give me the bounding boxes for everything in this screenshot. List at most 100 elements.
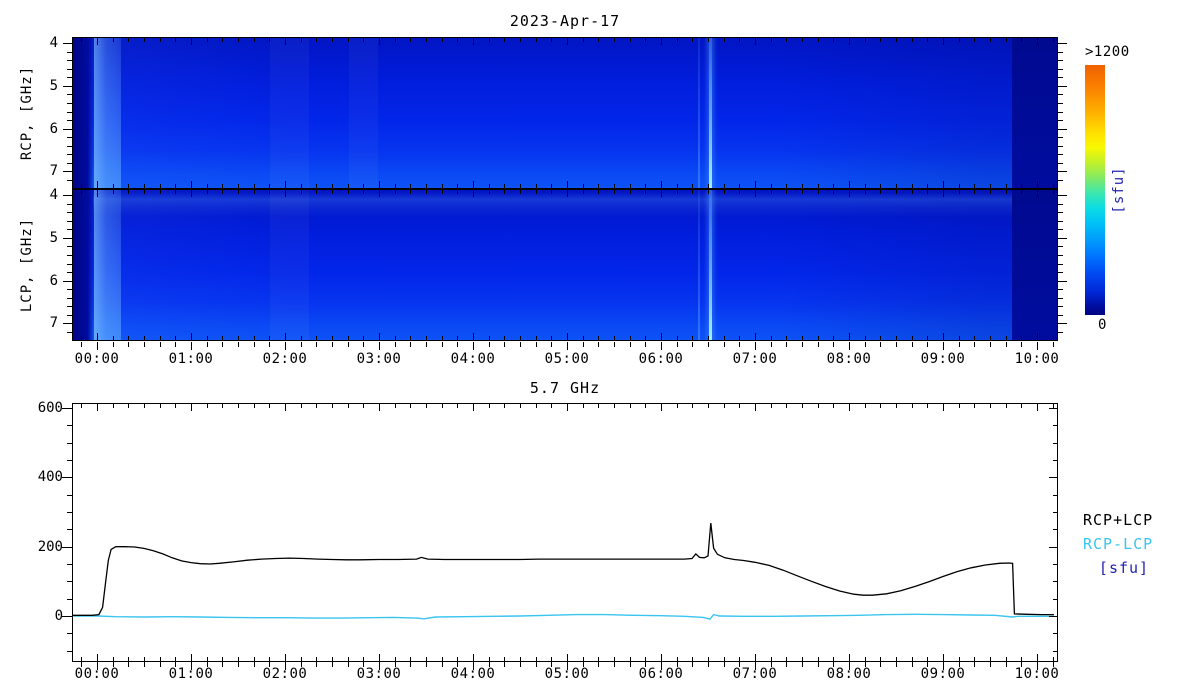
axis-tick — [520, 342, 521, 347]
axis-tick — [175, 38, 177, 42]
x-tick-label: 09:00 — [920, 666, 966, 682]
axis-tick — [67, 306, 72, 308]
axis-tick — [97, 333, 98, 340]
axis-tick — [238, 657, 239, 661]
axis-tick — [1058, 246, 1063, 248]
axis-tick — [880, 190, 882, 194]
axis-tick — [676, 342, 678, 347]
axis-tick — [1058, 77, 1063, 79]
axis-tick — [770, 342, 772, 347]
faint-band — [92, 190, 1012, 217]
axis-tick — [567, 662, 568, 670]
axis-tick — [770, 404, 772, 408]
axis-tick — [739, 657, 741, 661]
x-tick-label: 05:00 — [544, 666, 590, 682]
axis-tick — [504, 184, 506, 188]
axis-tick — [896, 657, 897, 661]
axis-tick — [316, 336, 318, 340]
axis-tick — [598, 342, 600, 347]
axis-tick — [833, 184, 835, 188]
axis-tick — [582, 38, 584, 42]
axis-tick — [394, 404, 396, 408]
axis-tick — [62, 546, 72, 548]
axis-tick — [1049, 616, 1057, 617]
axis-tick — [567, 333, 568, 340]
axis-tick — [943, 662, 944, 670]
axis-tick — [896, 38, 897, 42]
axis-tick — [802, 184, 803, 188]
axis-tick — [849, 662, 850, 670]
axis-tick — [723, 404, 725, 408]
axis-tick — [332, 342, 333, 347]
spectrogram-rcp — [72, 37, 1058, 189]
axis-tick — [426, 342, 427, 347]
axis-tick — [473, 333, 474, 340]
axis-tick — [67, 529, 72, 531]
axis-tick — [316, 342, 318, 347]
axis-tick — [880, 336, 882, 340]
axis-tick — [67, 442, 72, 444]
axis-tick — [426, 336, 427, 340]
axis-tick — [67, 633, 72, 635]
axis-tick — [67, 137, 72, 139]
x-tick-label: 10:00 — [1014, 351, 1060, 367]
axis-tick — [551, 662, 553, 667]
axis-tick — [1058, 195, 1067, 197]
axis-tick — [222, 38, 224, 42]
axis-tick — [567, 181, 568, 188]
axis-tick — [645, 657, 647, 661]
axis-tick — [67, 246, 72, 248]
axis-tick — [488, 38, 490, 42]
axis-tick — [786, 336, 788, 340]
axis-tick — [457, 404, 459, 408]
axis-tick — [598, 336, 600, 340]
axis-tick — [222, 184, 224, 188]
axis-tick — [880, 662, 882, 667]
axis-tick — [128, 662, 130, 667]
y-tick-label: 7 — [49, 163, 58, 180]
axis-tick — [1053, 460, 1057, 461]
axis-tick — [81, 657, 83, 661]
x-tick-label: 02:00 — [262, 666, 308, 682]
axis-tick — [332, 38, 333, 42]
axis-tick — [394, 336, 396, 340]
axis-tick — [1052, 657, 1054, 661]
axis-tick — [426, 657, 427, 661]
axis-tick — [958, 657, 960, 661]
axis-tick — [1058, 85, 1067, 87]
axis-tick — [1058, 280, 1067, 282]
axis-tick — [739, 336, 741, 340]
axis-tick — [817, 184, 819, 188]
x-tick-label: 07:00 — [732, 351, 778, 367]
axis-tick — [849, 333, 850, 340]
x-tick-label: 06:00 — [638, 666, 684, 682]
axis-tick — [661, 38, 662, 45]
axis-tick — [81, 38, 83, 42]
axis-tick — [1037, 342, 1038, 350]
axis-tick — [394, 342, 396, 347]
axis-tick — [1058, 314, 1063, 316]
axis-tick — [206, 184, 208, 188]
axis-tick — [708, 342, 709, 347]
axis-tick — [269, 657, 271, 661]
axis-tick — [661, 654, 662, 661]
axis-tick — [441, 336, 443, 340]
colorbar — [1085, 65, 1105, 315]
axis-tick — [300, 190, 302, 194]
axis-tick — [676, 184, 678, 188]
axis-tick — [67, 272, 72, 274]
axis-tick — [394, 662, 396, 667]
x-tick-label: 00:00 — [74, 351, 120, 367]
axis-tick — [770, 38, 772, 42]
axis-tick — [614, 657, 615, 661]
axis-tick — [316, 190, 318, 194]
axis-tick — [300, 657, 302, 661]
axis-tick — [520, 336, 521, 340]
axis-tick — [347, 342, 349, 347]
x-tick-label: 05:00 — [544, 351, 590, 367]
axis-tick — [379, 38, 380, 45]
axis-tick — [770, 657, 772, 661]
axis-tick — [81, 404, 83, 408]
axis-tick — [347, 190, 349, 194]
axis-tick — [911, 404, 913, 408]
